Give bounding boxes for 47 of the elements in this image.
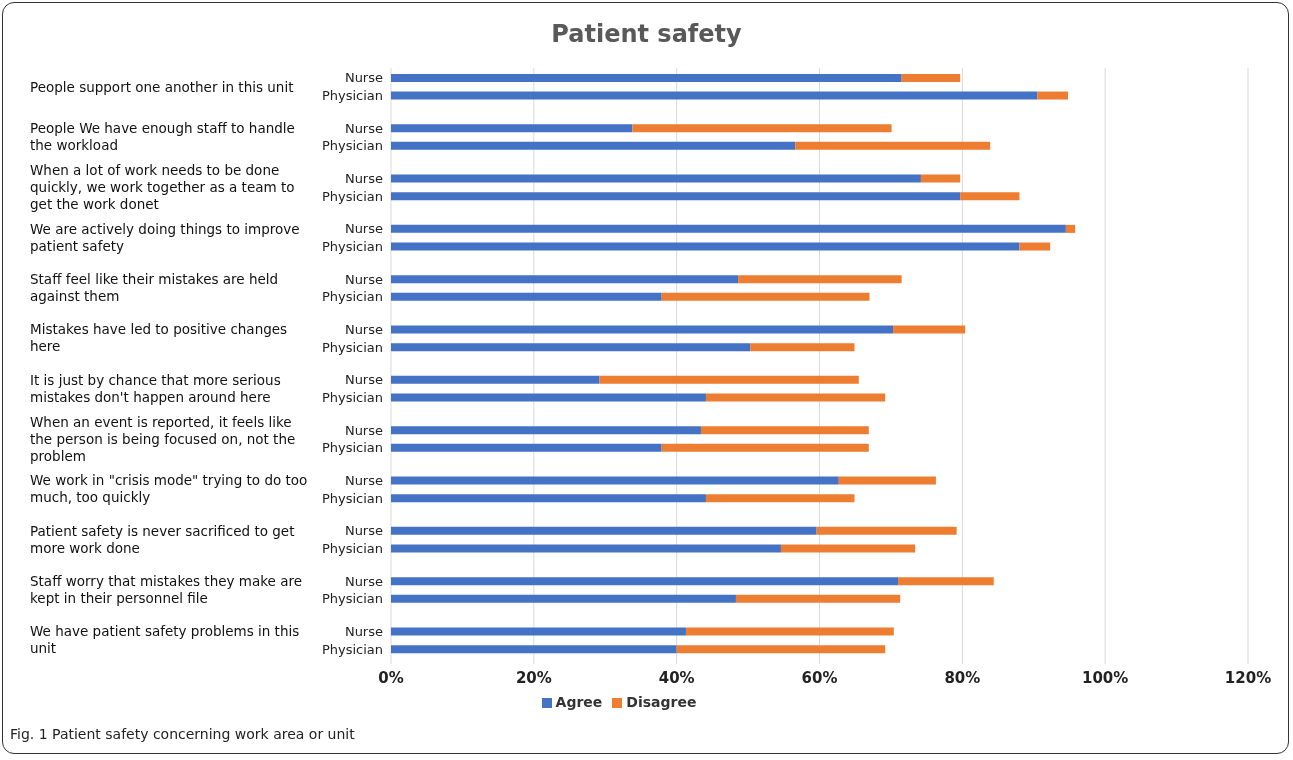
- y-tick-label: Nurse: [344, 573, 383, 589]
- caption: Fig. 1 Patient safety concerning work area or unit: [10, 726, 355, 742]
- y-tick-label: Physician: [321, 339, 383, 355]
- y-tick-label: Physician: [321, 591, 383, 607]
- y-tick-label: Physician: [321, 289, 383, 305]
- y-tick-label: Nurse: [344, 321, 383, 337]
- text: We work in "crisis mode" trying to do too much, too quickly: [30, 472, 309, 507]
- text: Patient safety is never sacrificed to get more work done: [30, 522, 296, 557]
- text: It is just by chance that more serious mistakes don't happen around here: [30, 371, 282, 406]
- text: Staff worry that mistakes they make are kept in their personnel file: [30, 572, 303, 607]
- x-tick-label: 80%: [944, 668, 981, 687]
- y-tick-label: Nurse: [344, 120, 383, 136]
- y-tick-label: Physician: [321, 389, 383, 405]
- chart-title: Patient safety: [550, 20, 743, 48]
- y-tick-label: Nurse: [344, 623, 383, 639]
- legend-label: Agree: [555, 694, 603, 710]
- y-tick-label: Physician: [321, 87, 383, 103]
- y-tick-label: Nurse: [344, 422, 383, 438]
- y-tick-label: Physician: [321, 490, 383, 506]
- text: People support one another in this unit: [30, 78, 295, 96]
- y-tick-label: Nurse: [344, 372, 383, 388]
- x-tick-label: 40%: [658, 668, 695, 687]
- x-tick-label: 60%: [801, 668, 838, 687]
- y-tick-label: Nurse: [344, 70, 383, 86]
- y-tick-label: Nurse: [344, 523, 383, 539]
- y-tick-label: Physician: [321, 641, 383, 657]
- y-tick-label: Physician: [321, 138, 383, 154]
- y-tick-label: Physician: [321, 440, 383, 456]
- text: We have patient safety problems in this unit: [30, 623, 301, 658]
- x-tick-label: 20%: [515, 668, 552, 687]
- text: Staff feel like their mistakes are held against them: [30, 270, 280, 305]
- text: People We have enough staff to handle the workload: [30, 119, 296, 154]
- y-tick-label: Physician: [321, 540, 383, 556]
- legend-label: Disagree: [626, 694, 697, 710]
- y-tick-label: Physician: [321, 238, 383, 254]
- x-tick-label: 0%: [378, 668, 404, 687]
- x-tick-label: 120%: [1224, 668, 1272, 687]
- y-tick-label: Nurse: [344, 472, 383, 488]
- y-tick-label: Nurse: [344, 221, 383, 237]
- text: We are actively doing things to improve patient safety: [30, 220, 301, 255]
- x-tick-label: 100%: [1081, 668, 1129, 687]
- y-tick-label: Nurse: [344, 170, 383, 186]
- text: When a lot of work needs to be done quickly, we work together as a team to get the work donet: [30, 161, 296, 213]
- y-tick-label: Nurse: [344, 271, 383, 287]
- text: When an event is reported, it feels like the person is being focused on, not the problem: [30, 413, 297, 465]
- y-tick-label: Physician: [321, 188, 383, 204]
- text: Mistakes have led to positive changes here: [30, 321, 289, 356]
